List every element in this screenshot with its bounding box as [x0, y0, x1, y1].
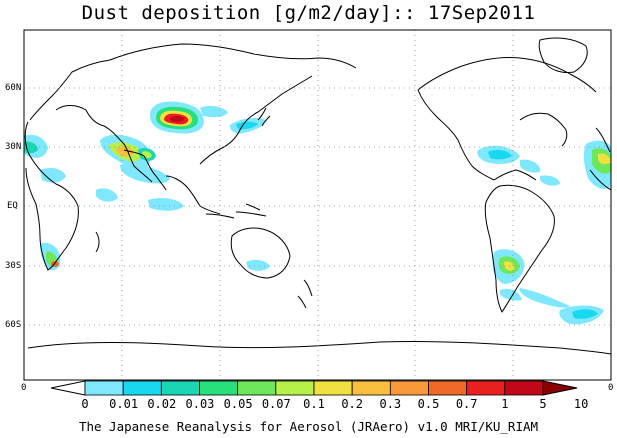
- colorbar-box: [160, 380, 200, 396]
- colorbar-box: [84, 380, 124, 396]
- colorbar-tick: 0.7: [455, 397, 478, 411]
- colorbar-tick: 0.3: [379, 397, 402, 411]
- colorbar-box: [428, 380, 468, 396]
- colorbar-tick: 0: [81, 397, 89, 411]
- colorbar-arrow-low: [50, 380, 86, 396]
- colorbar-tick: 1: [501, 397, 509, 411]
- colorbar: [50, 380, 578, 396]
- colorbar-box: [199, 380, 239, 396]
- colorbar-tick: 0.5: [417, 397, 440, 411]
- colorbar-tick: 0.2: [341, 397, 363, 411]
- colorbar-tick: 0.07: [261, 397, 291, 411]
- colorbar-box: [504, 380, 544, 396]
- colorbar-box: [389, 380, 429, 396]
- colorbar-box: [275, 380, 315, 396]
- lat-label-60n: 60N: [5, 83, 22, 93]
- map-title: Dust deposition [g/m2/day]:: 17Sep2011: [81, 2, 536, 24]
- colorbar-tick: 10: [573, 397, 589, 411]
- colorbar-box: [313, 380, 353, 396]
- colorbar-box: [466, 380, 506, 396]
- graticule: [24, 30, 611, 380]
- coastlines: [24, 37, 611, 355]
- colorbar-box: [122, 380, 162, 396]
- lat-label-30s: 30S: [5, 261, 22, 271]
- map-frame: [23, 29, 612, 381]
- dust-deposition-field: [24, 101, 611, 325]
- credit-line: The Japanese Reanalysis for Aerosol (JRA…: [78, 419, 539, 434]
- lat-label-30n: 30N: [5, 142, 22, 152]
- colorbar-tick: 5: [539, 397, 547, 411]
- colorbar-box: [351, 380, 391, 396]
- lat-label-eq: EQ: [7, 201, 18, 211]
- lon-label-left: 0: [21, 383, 27, 393]
- lon-label-right: 0: [608, 383, 614, 393]
- lat-label-60s: 60S: [5, 320, 22, 330]
- colorbar-tick: 0.03: [185, 397, 215, 411]
- colorbar-arrow-high: [542, 380, 578, 396]
- colorbar-tick: 0.02: [147, 397, 177, 411]
- colorbar-box: [237, 380, 277, 396]
- colorbar-tick: 0.05: [223, 397, 253, 411]
- colorbar-tick: 0.1: [303, 397, 325, 411]
- colorbar-tick: 0.01: [109, 397, 139, 411]
